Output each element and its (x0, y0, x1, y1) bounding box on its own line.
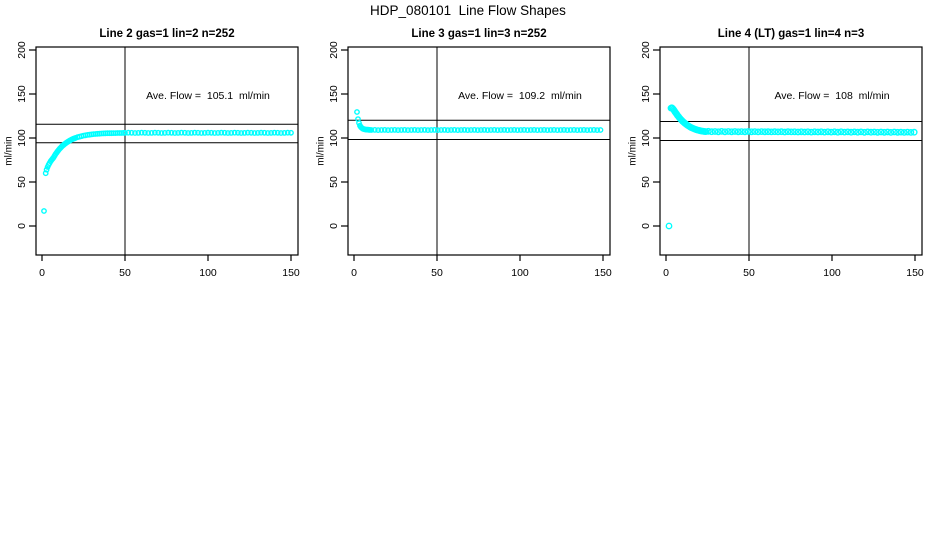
x-tick-label: 50 (119, 267, 131, 279)
x-tick-label: 150 (906, 267, 924, 279)
data-points (41, 129, 294, 214)
subplot-title: Line 4 (LT) gas=1 lin=4 n=3 (718, 28, 864, 40)
y-tick-label: 150 (16, 85, 28, 103)
x-axis: 0 50 100 150 (39, 255, 300, 279)
y-axis: 0 50 100 150 200 (16, 41, 36, 229)
x-tick-label: 150 (282, 267, 300, 279)
subplot-1: 0 50 100 150 200 ml/min 0 50 100 150 Line 2 gas=1 … (4, 28, 300, 279)
y-tick-label: 200 (16, 41, 28, 59)
y-axis-title: ml/min (4, 136, 15, 165)
plot-border (35, 46, 299, 256)
y-tick-label: 0 (328, 223, 340, 229)
y-axis-title: ml/min (316, 136, 327, 165)
x-tick-label: 0 (351, 267, 357, 279)
subplot-title: Line 3 gas=1 lin=3 n=252 (411, 28, 546, 40)
x-tick-label: 50 (431, 267, 443, 279)
x-tick-label: 50 (743, 267, 755, 279)
y-axis: 0 50 100 150 200 (328, 41, 348, 229)
ave-flow-annotation: Ave. Flow = 108 ml/min (774, 90, 889, 102)
x-tick-label: 150 (594, 267, 612, 279)
x-axis: 0 50 100 150 (663, 255, 924, 279)
ave-flow-annotation: Ave. Flow = 105.1 ml/min (146, 90, 270, 102)
y-tick-label: 50 (16, 176, 28, 188)
y-tick-label: 100 (16, 129, 28, 147)
y-tick-label: 50 (328, 176, 340, 188)
ave-flow-annotation: Ave. Flow = 109.2 ml/min (458, 90, 582, 102)
x-tick-label: 100 (199, 267, 217, 279)
x-tick-label: 0 (39, 267, 45, 279)
line-flow-charts-svg: 0 50 100 150 200 ml/min 0 50 100 150 Line 2 gas=1 … (4, 28, 924, 279)
y-tick-label: 100 (640, 129, 652, 147)
y-axis: 0 50 100 150 200 (640, 41, 660, 229)
y-tick-label: 200 (640, 41, 652, 59)
x-axis: 0 50 100 150 (351, 255, 612, 279)
plot-border (659, 46, 923, 256)
x-tick-label: 100 (823, 267, 841, 279)
subplot-3: 0 50 100 150 200 ml/min 0 50 100 150 Line 4 (LT) g… (628, 28, 924, 279)
y-tick-label: 100 (328, 129, 340, 147)
x-tick-label: 0 (663, 267, 669, 279)
y-tick-label: 0 (16, 223, 28, 229)
y-tick-label: 150 (328, 85, 340, 103)
y-tick-label: 0 (640, 223, 652, 229)
data-points (665, 104, 918, 230)
y-tick-label: 50 (640, 176, 652, 188)
y-tick-label: 200 (328, 41, 340, 59)
data-points (354, 109, 604, 134)
y-axis-title: ml/min (628, 136, 639, 165)
subplot-title: Line 2 gas=1 lin=2 n=252 (99, 28, 234, 40)
x-tick-label: 100 (511, 267, 529, 279)
y-tick-label: 150 (640, 85, 652, 103)
plot-border (347, 46, 611, 256)
subplot-2: 0 50 100 150 200 ml/min 0 50 100 150 Line 3 gas=1 … (316, 28, 612, 279)
figure-title: HDP_080101 Line Flow Shapes (370, 3, 566, 18)
